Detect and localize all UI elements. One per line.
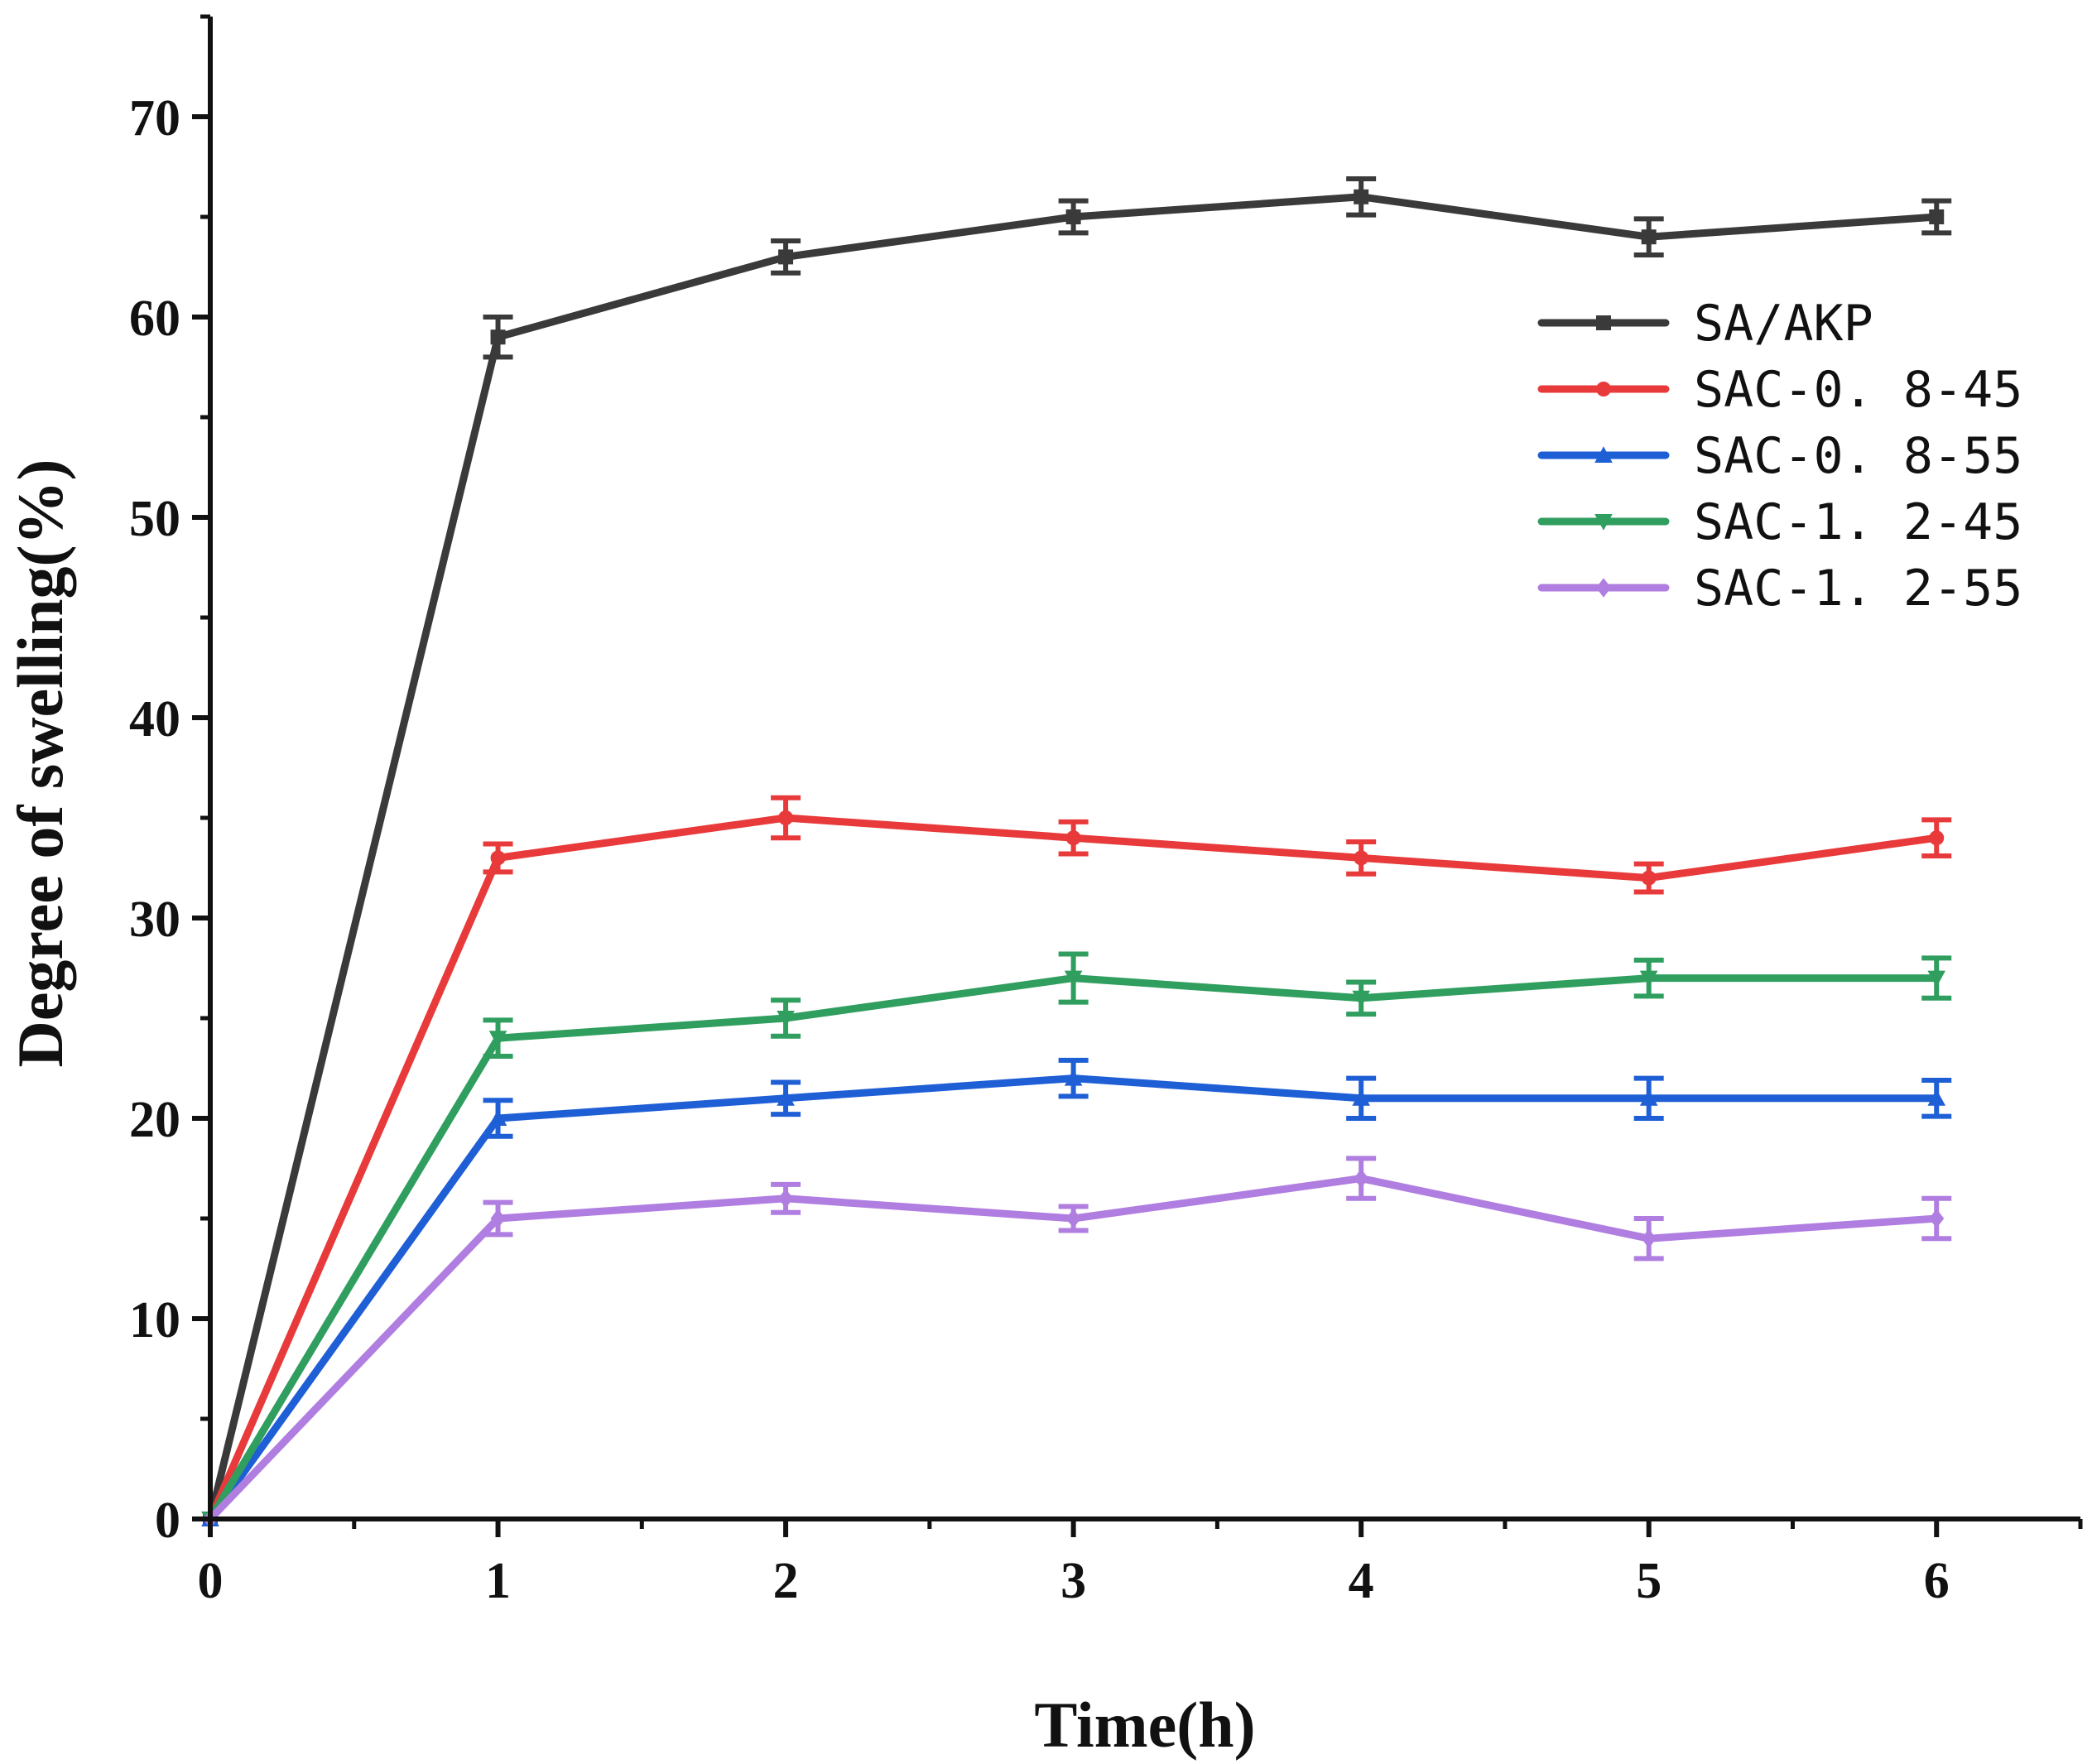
data-point bbox=[1929, 209, 1945, 224]
y-tick-label: 40 bbox=[129, 691, 180, 747]
series-4 bbox=[201, 951, 1952, 1528]
legend-label: SAC-0. 8-45 bbox=[1694, 361, 2022, 419]
data-point bbox=[488, 1031, 507, 1047]
legend-item-2: SAC-0. 8-45 bbox=[1537, 361, 2022, 419]
y-tick-label: 20 bbox=[129, 1092, 180, 1148]
x-tick-label: 1 bbox=[485, 1553, 511, 1609]
x-tick-label: 0 bbox=[198, 1553, 224, 1609]
data-point bbox=[1927, 970, 1946, 988]
legend-label: SAC-0. 8-55 bbox=[1694, 427, 2022, 485]
legend-label: SAC-1. 2-55 bbox=[1694, 560, 2022, 618]
series-3 bbox=[201, 1057, 1952, 1526]
series-2 bbox=[203, 795, 1952, 1526]
legend-marker bbox=[1596, 382, 1611, 397]
data-point bbox=[1639, 970, 1658, 988]
x-axis-title: Time(h) bbox=[1034, 1689, 1255, 1761]
data-point bbox=[777, 1089, 795, 1106]
data-point bbox=[490, 1209, 506, 1228]
x-tick-label: 3 bbox=[1060, 1553, 1086, 1609]
data-point bbox=[778, 1189, 794, 1209]
data-point bbox=[1065, 1209, 1081, 1228]
x-tick-label: 6 bbox=[1924, 1553, 1950, 1609]
legend-marker bbox=[1596, 315, 1611, 330]
data-point bbox=[1354, 850, 1369, 866]
x-tick-label: 5 bbox=[1636, 1553, 1662, 1609]
data-point bbox=[490, 329, 506, 345]
data-point bbox=[778, 249, 794, 265]
series-5 bbox=[203, 1156, 1952, 1529]
legend-item-5: SAC-1. 2-55 bbox=[1537, 560, 2022, 618]
legend-item-3: SAC-0. 8-55 bbox=[1537, 427, 2022, 485]
y-axis-title: Degree of swelling(%) bbox=[4, 459, 76, 1067]
legend-marker bbox=[1594, 446, 1613, 463]
data-point bbox=[490, 850, 506, 866]
y-tick-label: 50 bbox=[129, 491, 180, 547]
data-point bbox=[1065, 209, 1081, 224]
data-point bbox=[778, 810, 794, 825]
data-point bbox=[1354, 189, 1369, 204]
y-tick-label: 10 bbox=[129, 1292, 180, 1348]
data-point bbox=[1064, 970, 1083, 988]
data-point bbox=[1641, 870, 1657, 886]
x-tick-label: 4 bbox=[1349, 1553, 1374, 1609]
data-point bbox=[1929, 830, 1945, 846]
data-point bbox=[1352, 1089, 1370, 1106]
legend-item-4: SAC-1. 2-45 bbox=[1537, 493, 2022, 551]
y-tick-label: 0 bbox=[155, 1492, 180, 1549]
legend-label: SA/AKP bbox=[1694, 295, 1873, 353]
y-tick-label: 60 bbox=[129, 291, 180, 347]
data-point bbox=[1064, 1069, 1083, 1086]
legend-item-1: SA/AKP bbox=[1537, 295, 1873, 353]
data-point bbox=[1352, 990, 1370, 1007]
data-point bbox=[488, 1109, 507, 1126]
data-point bbox=[1639, 1089, 1658, 1106]
data-point bbox=[1927, 1089, 1946, 1106]
series-1 bbox=[203, 176, 1952, 1526]
x-tick-label: 2 bbox=[773, 1553, 799, 1609]
data-point bbox=[1641, 1228, 1657, 1248]
data-point bbox=[1065, 830, 1081, 846]
data-point bbox=[1929, 1209, 1945, 1228]
legend-label: SAC-1. 2-45 bbox=[1694, 493, 2022, 551]
data-point bbox=[1354, 1168, 1369, 1189]
y-tick-label: 30 bbox=[129, 892, 180, 948]
data-point bbox=[777, 1011, 795, 1027]
legend-marker bbox=[1594, 514, 1613, 531]
legend-marker bbox=[1596, 578, 1611, 598]
y-tick-label: 70 bbox=[129, 90, 180, 147]
data-point bbox=[1641, 229, 1657, 245]
